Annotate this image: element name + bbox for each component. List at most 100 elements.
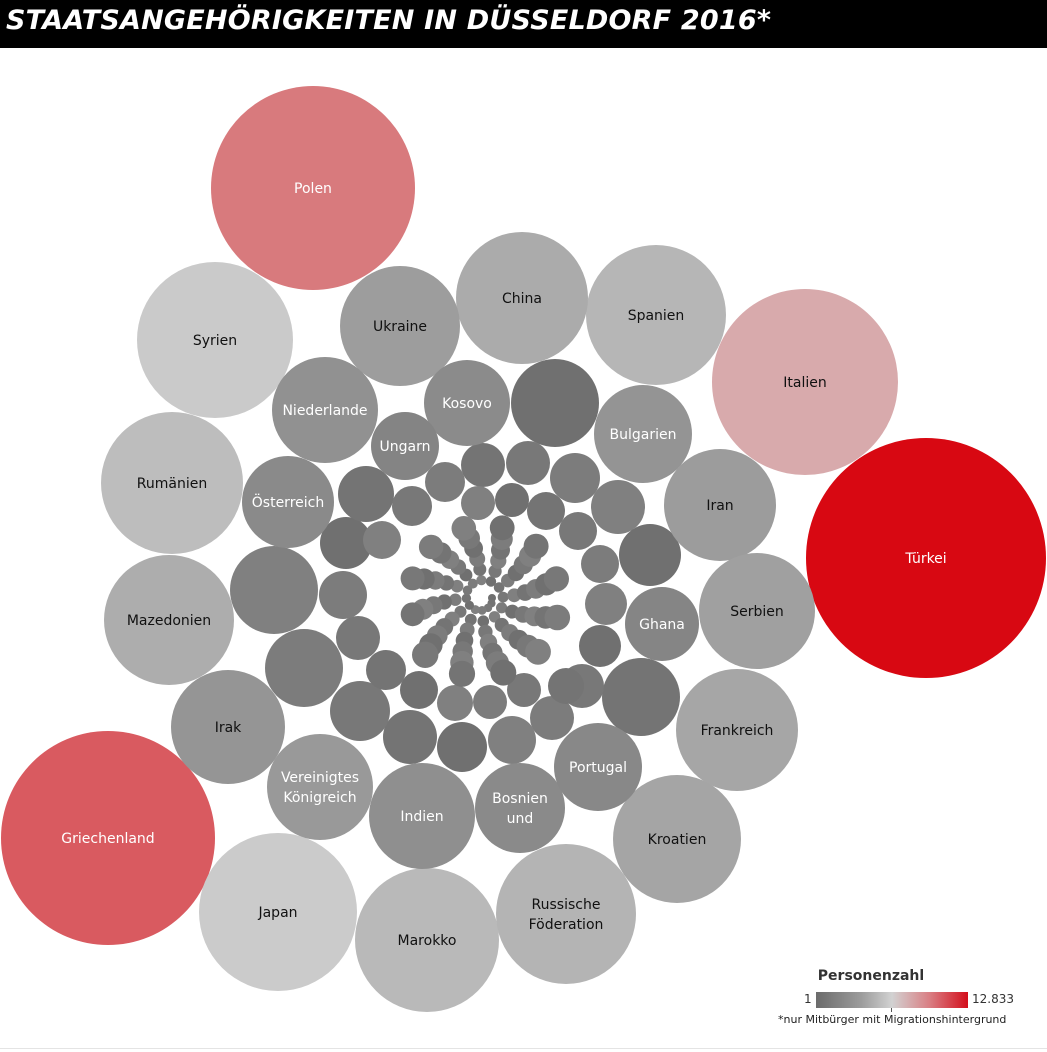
bubble-circle[interactable] — [267, 734, 373, 840]
bubble-small[interactable] — [497, 591, 509, 603]
bubble-small[interactable] — [581, 545, 619, 583]
bubble-small[interactable] — [477, 606, 487, 615]
bubble-small[interactable] — [550, 453, 600, 503]
bubble-small[interactable] — [338, 466, 394, 522]
bubble-small[interactable] — [383, 710, 437, 764]
bubble-small[interactable] — [544, 604, 571, 631]
bubble-circle[interactable] — [424, 360, 510, 446]
bubble-small[interactable] — [511, 359, 599, 447]
bubble-small[interactable] — [448, 660, 476, 687]
bubble-circle[interactable] — [586, 245, 726, 385]
bubble-small[interactable] — [451, 516, 477, 541]
bubble-small[interactable] — [464, 600, 474, 610]
bubble-small[interactable] — [461, 486, 495, 520]
bubble[interactable]: Bulgarien — [594, 385, 692, 483]
bubble[interactable]: Niederlande — [272, 357, 378, 463]
bubble-circle[interactable] — [664, 449, 776, 561]
bubble-small[interactable] — [366, 650, 406, 690]
bubble[interactable]: Indien — [369, 763, 475, 869]
bubble[interactable]: Serbien — [699, 553, 815, 669]
bubble-circle[interactable] — [475, 763, 565, 853]
bubble-small[interactable] — [400, 602, 425, 627]
bubble-small[interactable] — [476, 575, 487, 586]
bubble-small[interactable] — [489, 515, 515, 541]
bubble-circle[interactable] — [355, 868, 499, 1012]
bubble-small[interactable] — [467, 578, 478, 589]
bubble[interactable]: Iran — [664, 449, 776, 561]
bubble-small[interactable] — [477, 615, 490, 627]
bubble-small[interactable] — [559, 512, 597, 550]
bubble-small[interactable] — [461, 593, 472, 603]
bubble[interactable]: Vereinigtes Königreich — [267, 734, 373, 840]
bubble[interactable]: Italien — [712, 289, 898, 475]
bubble-small[interactable] — [330, 681, 390, 741]
bubble[interactable]: Ukraine — [340, 266, 460, 386]
bubble-circle[interactable] — [806, 438, 1046, 678]
bubble-circle[interactable] — [712, 289, 898, 475]
bubble[interactable]: Frankreich — [676, 669, 798, 791]
bubble-circle[interactable] — [456, 232, 588, 364]
bubble-circle[interactable] — [340, 266, 460, 386]
bubble-small[interactable] — [400, 566, 425, 591]
bubble-small[interactable] — [490, 659, 517, 686]
bubble-small[interactable] — [400, 671, 438, 709]
bubble[interactable]: Irak — [171, 670, 285, 784]
bubble-small[interactable] — [320, 517, 372, 569]
bubble[interactable]: Rumänien — [101, 412, 243, 554]
bubble[interactable]: Portugal — [554, 723, 642, 811]
bubble-circle[interactable] — [101, 412, 243, 554]
bubble-small[interactable] — [591, 480, 645, 534]
bubble-small[interactable] — [425, 462, 465, 502]
bubble[interactable]: Russische Föderation — [496, 844, 636, 984]
bubble-small[interactable] — [418, 534, 444, 560]
bubble-small[interactable] — [449, 593, 462, 606]
bubble-small[interactable] — [527, 492, 565, 530]
bubble-small[interactable] — [602, 658, 680, 736]
bubble-circle[interactable] — [137, 262, 293, 418]
bubble-small[interactable] — [507, 673, 541, 707]
bubble[interactable]: Bosnien und — [475, 763, 565, 853]
bubble[interactable]: Griechenland — [1, 731, 215, 945]
bubble-circle[interactable] — [369, 763, 475, 869]
bubble-circle[interactable] — [171, 670, 285, 784]
bubble-small[interactable] — [412, 641, 439, 668]
bubble-small[interactable] — [543, 566, 570, 592]
bubble[interactable]: Syrien — [137, 262, 293, 418]
bubble-small[interactable] — [495, 483, 529, 517]
bubble[interactable]: Kroatien — [613, 775, 741, 903]
bubble-small[interactable] — [473, 685, 507, 719]
bubble-circle[interactable] — [613, 775, 741, 903]
bubble-small[interactable] — [525, 638, 551, 665]
bubble[interactable]: Ungarn — [371, 412, 439, 480]
bubble-small[interactable] — [585, 583, 627, 625]
bubble[interactable]: Spanien — [586, 245, 726, 385]
bubble-small[interactable] — [579, 625, 621, 667]
bubble-small[interactable] — [619, 524, 681, 586]
bubble-small[interactable] — [506, 441, 550, 485]
bubble[interactable]: Kosovo — [424, 360, 510, 446]
bubble-small[interactable] — [462, 585, 473, 596]
bubble[interactable]: Mazedonien — [104, 555, 234, 685]
bubble[interactable]: China — [456, 232, 588, 364]
bubble-small[interactable] — [485, 576, 497, 587]
bubble-circle[interactable] — [371, 412, 439, 480]
bubble-circle[interactable] — [625, 587, 699, 661]
bubble-small[interactable] — [319, 571, 367, 619]
bubble-circle[interactable] — [699, 553, 815, 669]
bubble-circle[interactable] — [242, 456, 334, 548]
bubble-small[interactable] — [392, 486, 432, 526]
bubble-small[interactable] — [496, 602, 508, 614]
bubble-circle[interactable] — [594, 385, 692, 483]
bubble-circle[interactable] — [496, 844, 636, 984]
bubble[interactable]: Türkei — [806, 438, 1046, 678]
bubble-circle[interactable] — [199, 833, 357, 991]
bubble-circle[interactable] — [211, 86, 415, 290]
bubble[interactable]: Österreich — [242, 456, 334, 548]
bubble-small[interactable] — [265, 629, 343, 707]
bubble[interactable]: Japan — [199, 833, 357, 991]
bubble-circle[interactable] — [554, 723, 642, 811]
bubble-circle[interactable] — [272, 357, 378, 463]
bubble-circle[interactable] — [676, 669, 798, 791]
bubble-small[interactable] — [488, 716, 536, 764]
bubble[interactable]: Marokko — [355, 868, 499, 1012]
